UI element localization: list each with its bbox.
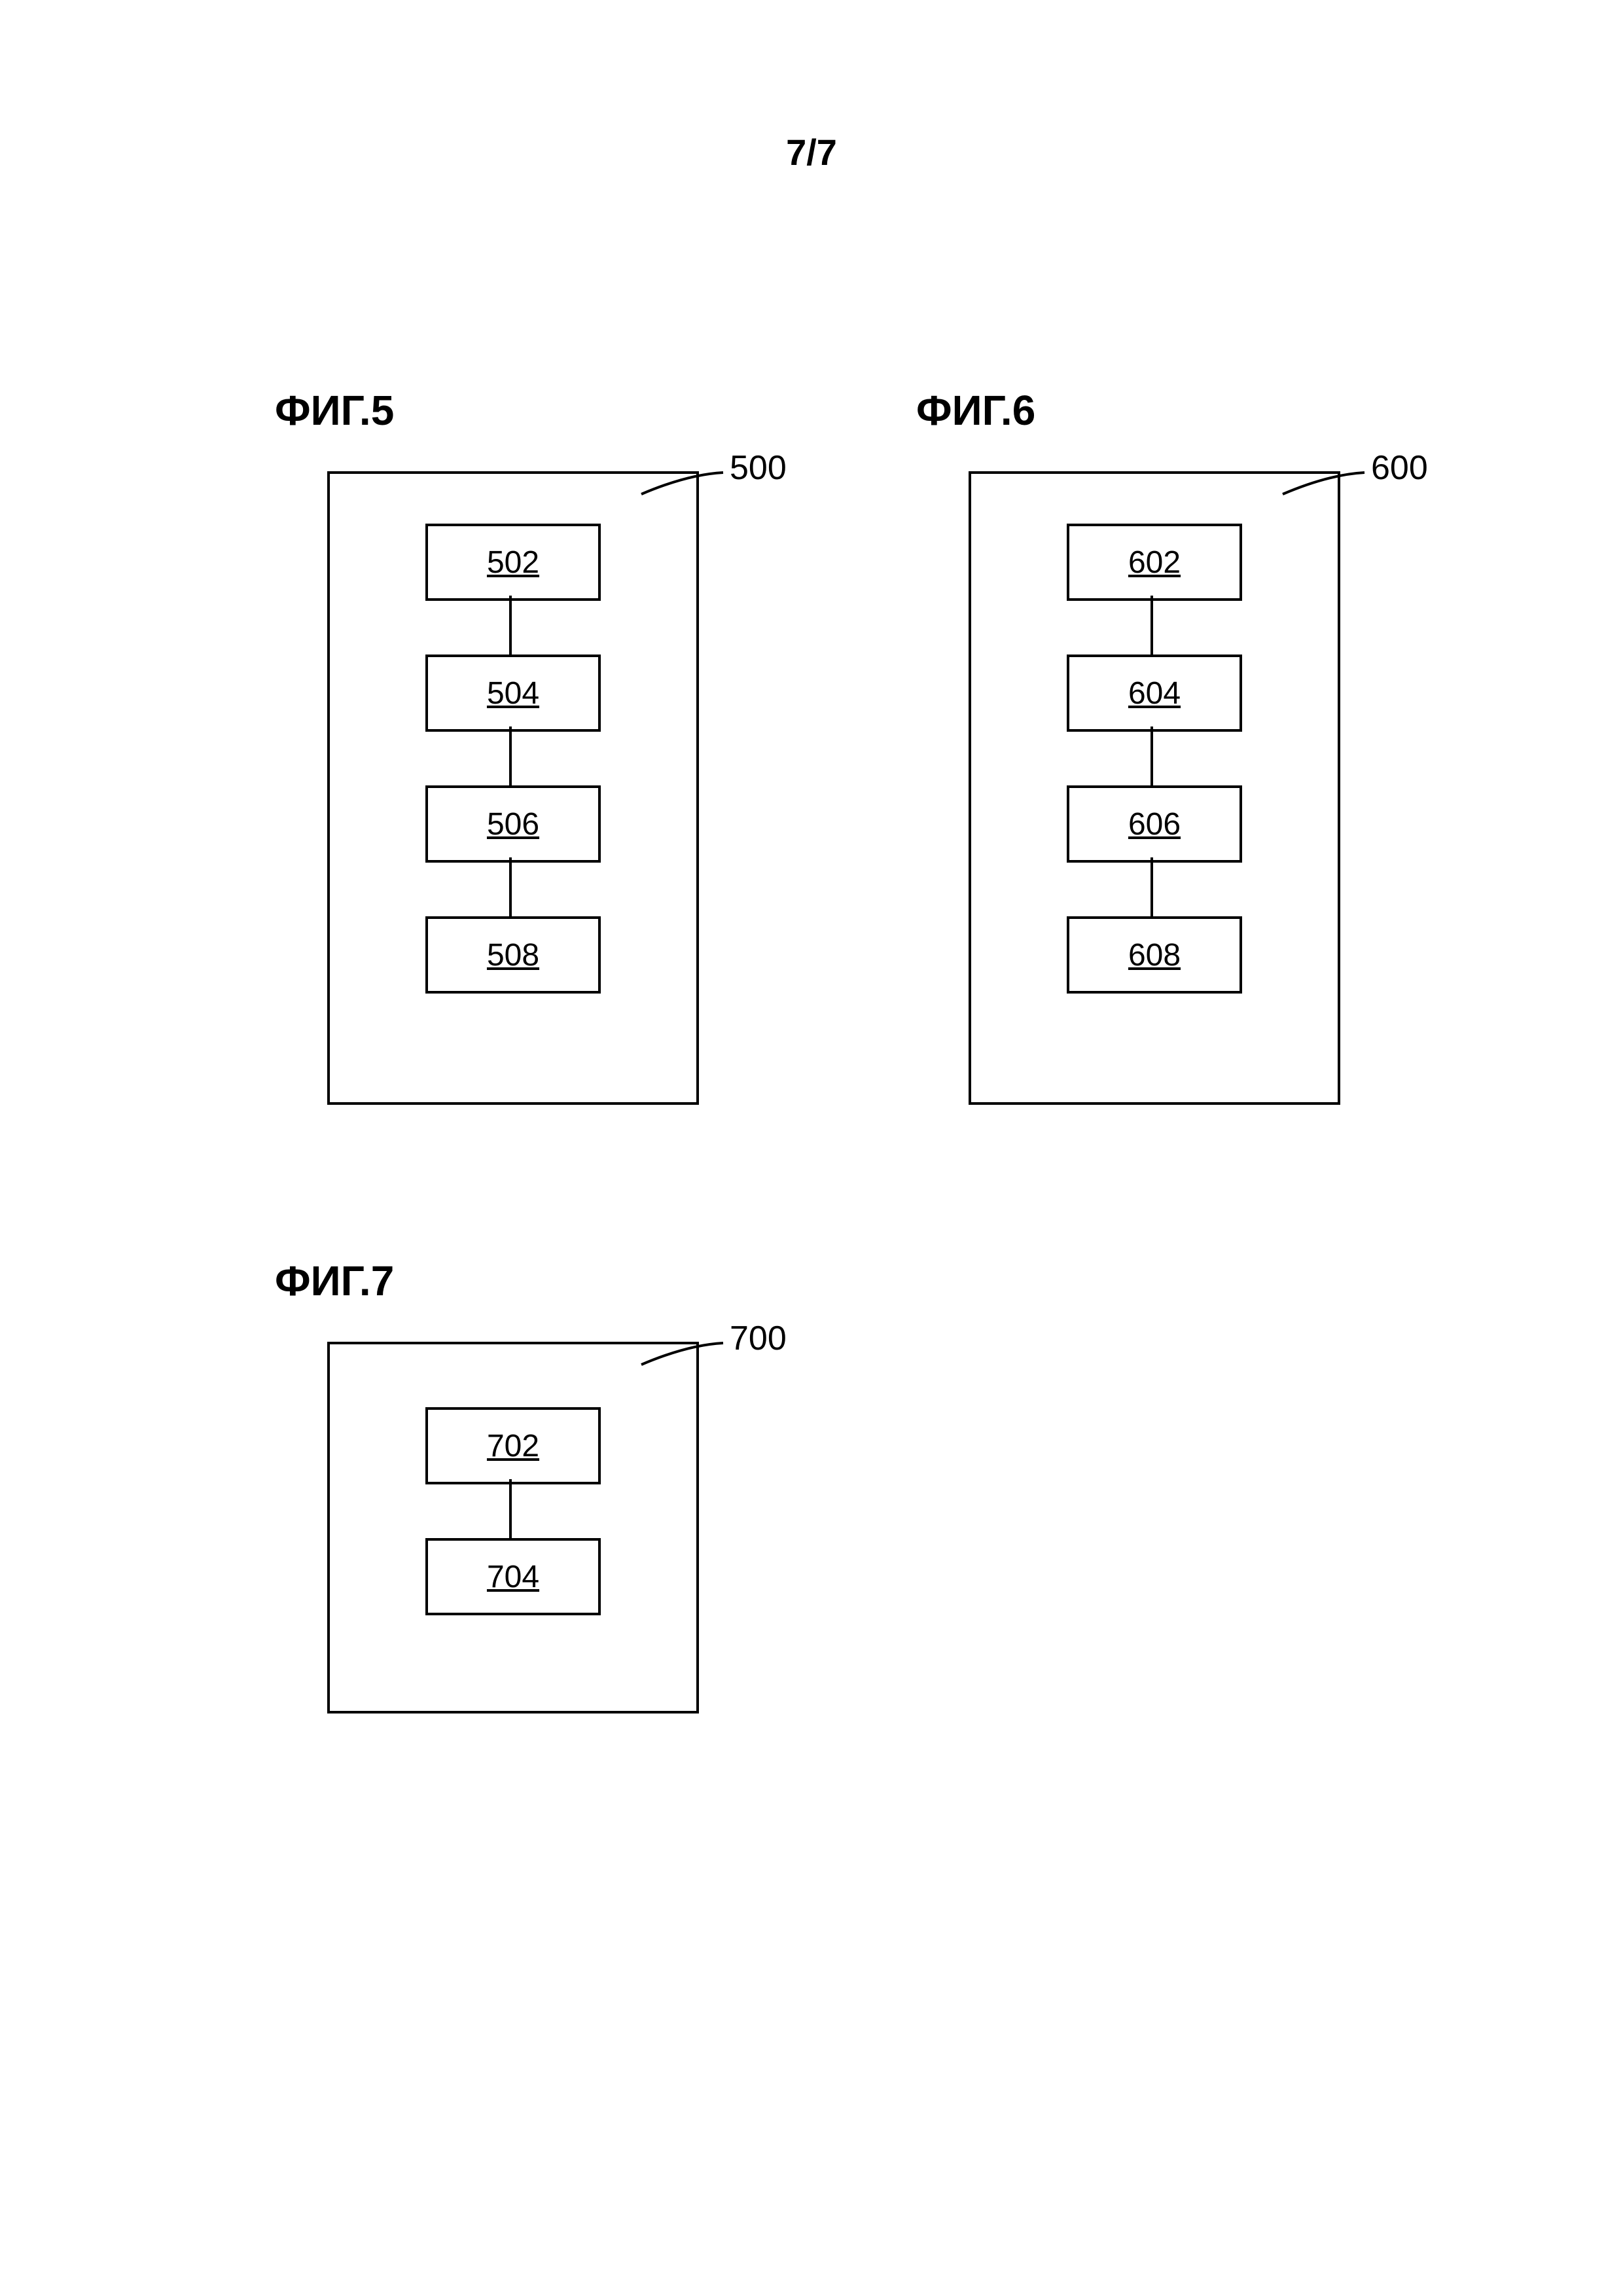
fig7-node-0-label: 702 bbox=[487, 1428, 539, 1464]
fig7-node-0: 702 bbox=[425, 1407, 601, 1484]
page: 7/7 ФИГ.5 500 502 504 506 508 ФИГ.6 600 … bbox=[0, 0, 1623, 2296]
fig7-node-1: 704 bbox=[425, 1538, 601, 1615]
fig7-connector-0 bbox=[509, 1479, 512, 1538]
fig7-node-1-label: 704 bbox=[487, 1559, 539, 1595]
fig7-leader bbox=[0, 0, 1623, 2296]
